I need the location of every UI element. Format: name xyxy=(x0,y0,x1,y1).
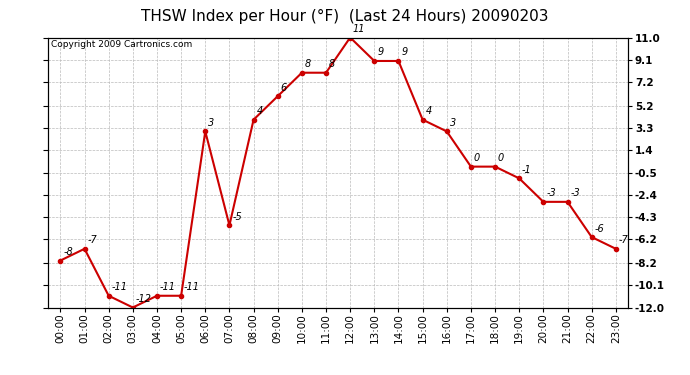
Text: Copyright 2009 Cartronics.com: Copyright 2009 Cartronics.com xyxy=(51,40,193,49)
Text: -3: -3 xyxy=(571,188,580,198)
Text: 8: 8 xyxy=(329,59,335,69)
Text: -1: -1 xyxy=(522,165,532,175)
Text: 8: 8 xyxy=(305,59,311,69)
Text: 9: 9 xyxy=(402,47,408,57)
Text: -11: -11 xyxy=(112,282,128,292)
Text: 11: 11 xyxy=(353,24,366,34)
Text: 4: 4 xyxy=(257,106,263,116)
Text: THSW Index per Hour (°F)  (Last 24 Hours) 20090203: THSW Index per Hour (°F) (Last 24 Hours)… xyxy=(141,9,549,24)
Text: 0: 0 xyxy=(498,153,504,163)
Text: -7: -7 xyxy=(88,235,97,245)
Text: -7: -7 xyxy=(619,235,629,245)
Text: 3: 3 xyxy=(450,118,456,128)
Text: -11: -11 xyxy=(160,282,176,292)
Text: -5: -5 xyxy=(233,212,242,222)
Text: -12: -12 xyxy=(136,294,152,304)
Text: -11: -11 xyxy=(184,282,200,292)
Text: 6: 6 xyxy=(281,82,287,93)
Text: 4: 4 xyxy=(426,106,432,116)
Text: -6: -6 xyxy=(595,224,604,234)
Text: 3: 3 xyxy=(208,118,215,128)
Text: 9: 9 xyxy=(377,47,384,57)
Text: -8: -8 xyxy=(63,247,73,257)
Text: 0: 0 xyxy=(474,153,480,163)
Text: -3: -3 xyxy=(546,188,556,198)
